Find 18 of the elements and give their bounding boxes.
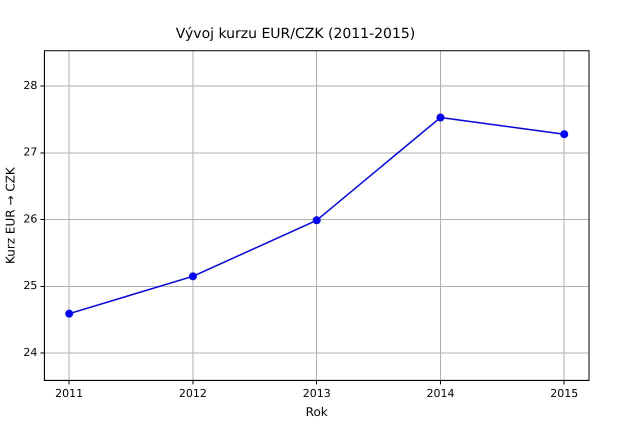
point xyxy=(436,114,444,122)
y-tick-label: 26 xyxy=(23,212,38,226)
x-tick-label: 2015 xyxy=(550,386,578,400)
y-tick-label: 27 xyxy=(23,146,38,159)
chart-title: Vývoj kurzu EUR/CZK (2011-2015) xyxy=(176,26,416,42)
x-tick-label: 2012 xyxy=(178,386,207,400)
x-tick-label: 2011 xyxy=(55,386,84,400)
point xyxy=(188,272,197,280)
point xyxy=(560,130,568,138)
point xyxy=(312,216,321,224)
y-axis-title: Kurz EUR → CZK xyxy=(3,166,18,264)
point xyxy=(65,310,74,318)
x-axis-title: Rok xyxy=(306,404,328,419)
y-tick-label: 25 xyxy=(23,279,38,292)
x-tick-label: 2014 xyxy=(426,386,454,400)
y-tick-label: 28 xyxy=(23,79,38,92)
x-tick-label: 2013 xyxy=(302,386,331,400)
y-tick-label: 24 xyxy=(23,346,38,359)
